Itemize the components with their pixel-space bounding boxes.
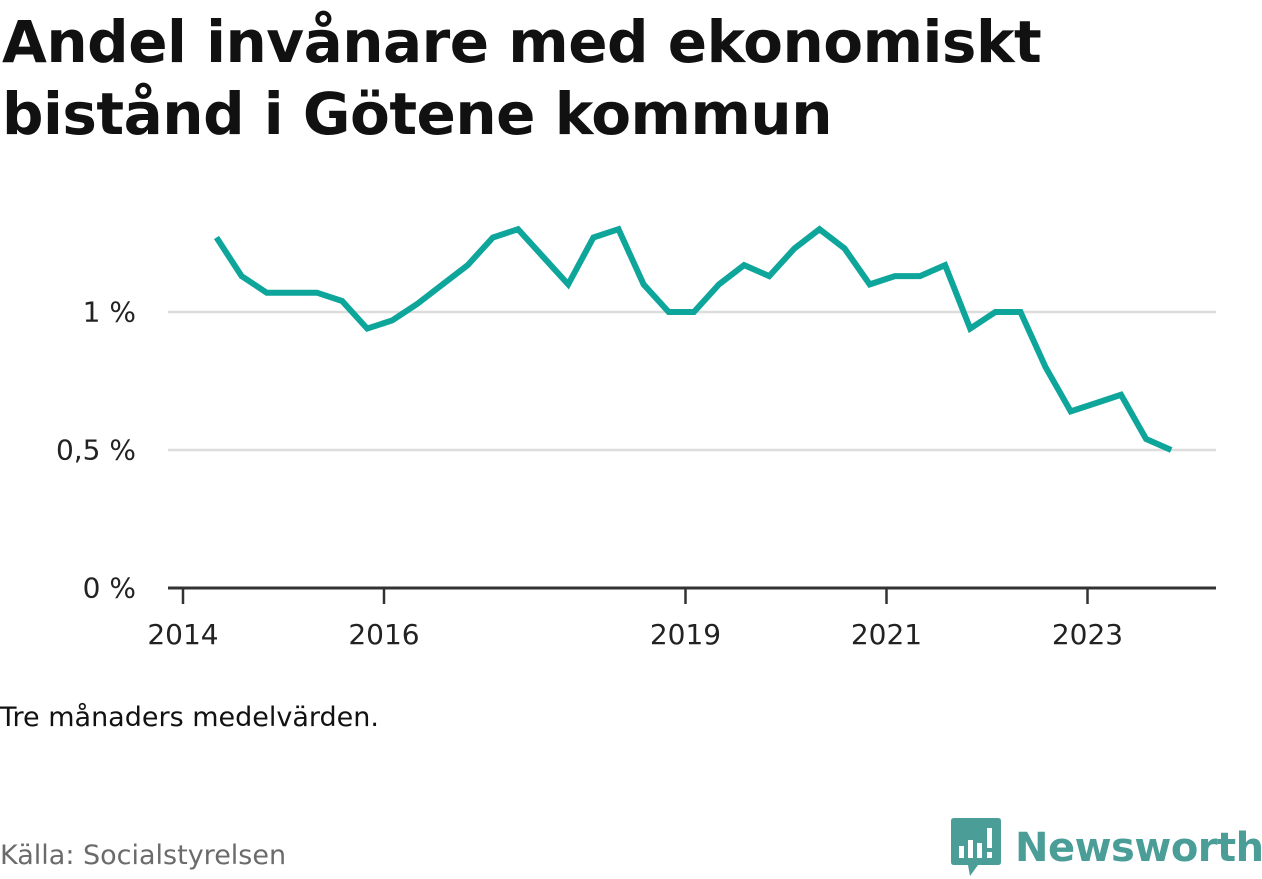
x-axis: [168, 586, 1216, 604]
gridlines: [168, 310, 1216, 452]
newsworthy-logo-icon: [951, 818, 1001, 876]
chart-note: Tre månaders medelvärden.: [0, 702, 379, 733]
brand-name: Newsworthy: [1015, 825, 1262, 871]
x-tick-label: 2021: [851, 618, 922, 651]
newsworthy-logo[interactable]: Newsworthy: [951, 818, 1262, 878]
series-line: [213, 225, 1173, 453]
x-tick-label: 2016: [348, 618, 419, 651]
series-layer: [213, 225, 1173, 453]
x-axis-labels: 2014 2016 2019 2021 2023: [147, 618, 1123, 651]
y-tick-label: 0,5 %: [56, 434, 136, 467]
x-tick-label: 2014: [147, 618, 218, 651]
x-tick-label: 2019: [650, 618, 721, 651]
chart-title: Andel invånare med ekonomiskt bistånd i …: [2, 8, 1042, 148]
y-axis-labels: 0 % 0,5 % 1 %: [56, 296, 136, 605]
y-tick-label: 0 %: [83, 572, 136, 605]
y-tick-label: 1 %: [83, 296, 136, 329]
x-tick-label: 2023: [1052, 618, 1123, 651]
source-label: Källa: Socialstyrelsen: [0, 840, 287, 871]
